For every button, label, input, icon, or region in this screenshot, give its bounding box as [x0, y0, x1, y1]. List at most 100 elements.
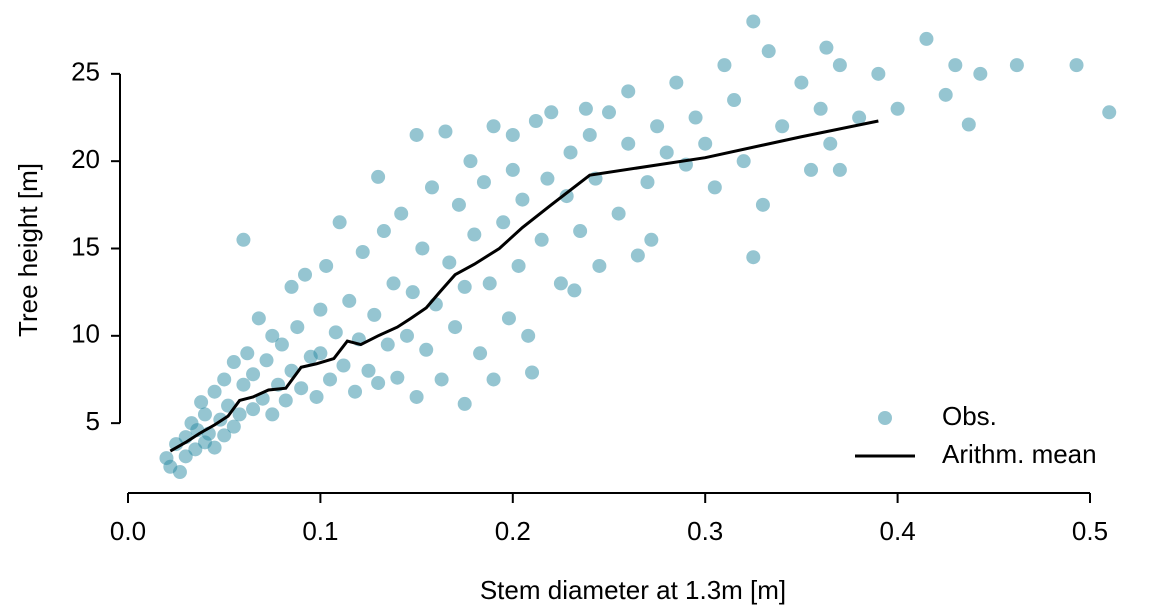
point [313, 302, 328, 317]
point [621, 136, 636, 151]
point [544, 105, 559, 120]
mean-line [169, 119, 879, 453]
point [832, 162, 847, 177]
point [1009, 58, 1024, 73]
y-tick-label: 5 [86, 406, 100, 436]
point [197, 407, 212, 422]
point [582, 127, 597, 142]
point [823, 136, 838, 151]
point [232, 407, 247, 422]
x-tick-label: 0.3 [687, 516, 723, 546]
point [336, 358, 351, 373]
point [852, 110, 867, 125]
point [451, 197, 466, 212]
point [521, 328, 536, 343]
point [505, 162, 520, 177]
point [348, 384, 363, 399]
point [290, 320, 305, 335]
point [376, 224, 391, 239]
point [217, 428, 232, 443]
point [424, 180, 439, 195]
point [172, 465, 187, 480]
point [528, 114, 543, 129]
point [226, 419, 241, 434]
point [457, 279, 472, 294]
point [240, 346, 255, 361]
point [707, 180, 722, 195]
point [169, 437, 184, 452]
point [217, 372, 232, 387]
point [194, 395, 209, 410]
point [948, 58, 963, 73]
point [813, 101, 828, 116]
point [746, 14, 761, 29]
point [313, 346, 328, 361]
point [259, 353, 274, 368]
point [540, 171, 555, 186]
point [644, 232, 659, 247]
point [442, 255, 457, 270]
point [559, 189, 574, 204]
point [755, 197, 770, 212]
point [698, 136, 713, 151]
point [265, 328, 280, 343]
point [973, 66, 988, 81]
point [236, 377, 251, 392]
point [371, 375, 386, 390]
point [659, 145, 674, 160]
point [602, 105, 616, 120]
legend-marker [878, 411, 892, 425]
x-tick-label: 0.1 [302, 516, 338, 546]
point [284, 279, 299, 294]
point [819, 40, 834, 55]
point [309, 389, 324, 404]
point [476, 175, 491, 190]
point [463, 154, 478, 169]
point [727, 93, 742, 108]
point [890, 101, 905, 116]
point [736, 154, 751, 169]
point [938, 87, 953, 102]
point [804, 162, 819, 177]
point [573, 224, 588, 239]
point [207, 384, 222, 399]
x-axis-label: Stem diameter at 1.3m [m] [480, 575, 786, 605]
point [919, 31, 934, 46]
point [226, 355, 241, 370]
point [278, 393, 293, 408]
point [328, 325, 343, 340]
point [640, 175, 655, 190]
point [650, 119, 665, 134]
legend-label: Arithm. mean [942, 439, 1097, 469]
point [505, 127, 520, 142]
point [415, 241, 430, 256]
point [298, 267, 313, 282]
point [319, 258, 334, 273]
point [457, 396, 472, 411]
point [467, 227, 482, 242]
point [294, 381, 309, 396]
point [567, 283, 582, 298]
point [761, 44, 776, 59]
point [473, 346, 488, 361]
point [486, 119, 501, 134]
point [669, 75, 684, 90]
point [448, 320, 463, 335]
point [1069, 58, 1084, 73]
y-tick-label: 20 [71, 144, 100, 174]
point [611, 206, 626, 221]
x-tick-label: 0.4 [880, 516, 916, 546]
point [251, 311, 266, 326]
point [630, 248, 645, 263]
point [367, 307, 382, 322]
point [371, 169, 386, 184]
point [438, 124, 453, 139]
point [496, 215, 511, 230]
point [688, 110, 703, 125]
point [236, 232, 251, 247]
point [1102, 105, 1117, 120]
y-axis-label: Tree height [m] [13, 163, 43, 337]
y-tick-label: 10 [71, 319, 100, 349]
point [419, 342, 434, 357]
point [434, 372, 449, 387]
